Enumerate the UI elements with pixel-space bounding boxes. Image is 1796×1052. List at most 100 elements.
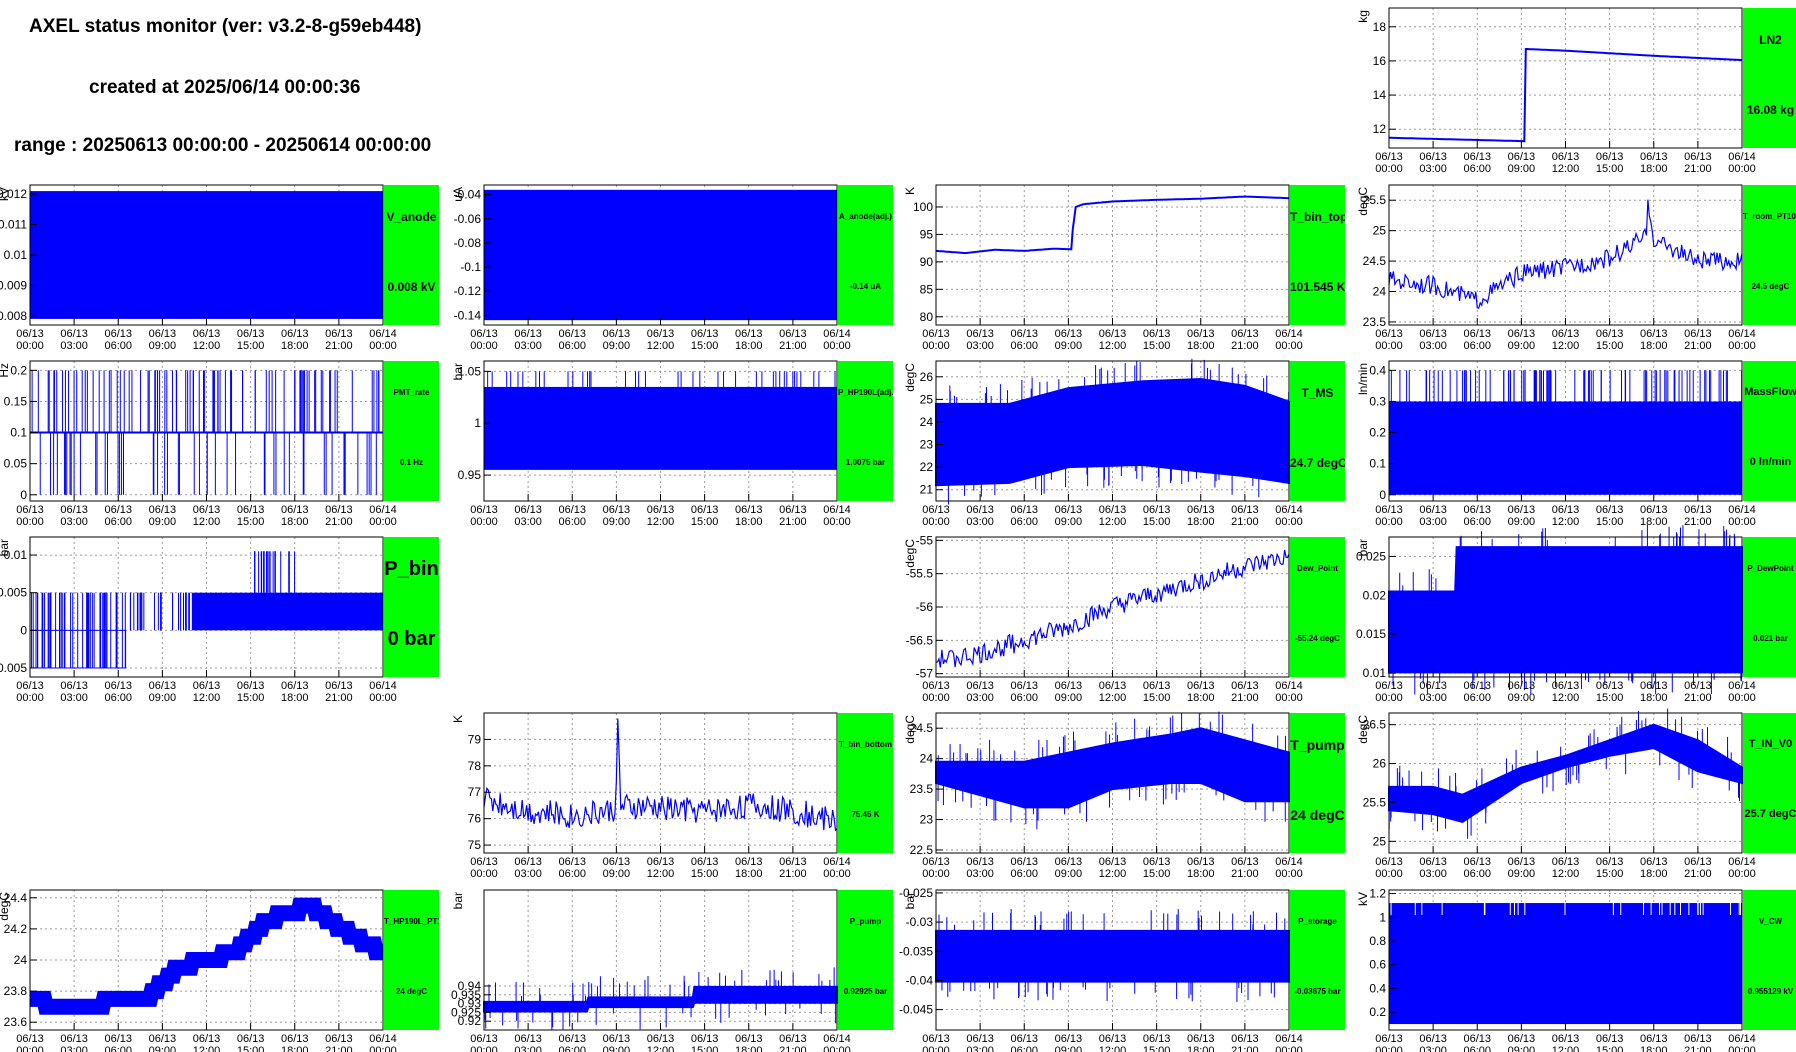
x-tick-date: 06/13 bbox=[1419, 328, 1447, 340]
x-tick-date: 06/14 bbox=[823, 504, 851, 516]
x-axis: 06/1300:0006/1303:0006/1306:0006/1309:00… bbox=[1375, 670, 1756, 704]
x-tick-time: 03:00 bbox=[1419, 516, 1447, 528]
x-tick-date: 06/13 bbox=[514, 328, 542, 340]
data-band bbox=[191, 592, 383, 631]
series-ln2 bbox=[1389, 48, 1743, 143]
x-tick-date: 06/13 bbox=[603, 504, 631, 516]
x-tick-time: 21:00 bbox=[1684, 340, 1712, 352]
y-tick-label: 25 bbox=[1373, 834, 1387, 848]
x-tick-time: 09:00 bbox=[149, 516, 177, 528]
series-t_hp190l_pt100 bbox=[30, 897, 384, 1015]
y-tick-label: 0.2 bbox=[1369, 1005, 1386, 1019]
x-tick-date: 06/13 bbox=[647, 1033, 675, 1045]
y-tick-label: 24 bbox=[920, 752, 934, 766]
x-tick-date: 06/13 bbox=[1010, 328, 1038, 340]
x-tick-time: 06:00 bbox=[1463, 516, 1491, 528]
y-axis-label: bar bbox=[451, 892, 465, 909]
x-tick-date: 06/13 bbox=[1552, 680, 1580, 692]
x-tick-time: 09:00 bbox=[149, 340, 177, 352]
indicator-value: 0 ln/min bbox=[1749, 456, 1792, 469]
x-tick-time: 00:00 bbox=[823, 516, 851, 528]
x-tick-time: 00:00 bbox=[823, 340, 851, 352]
y-tick-label: -0.1 bbox=[460, 260, 481, 274]
x-tick-date: 06/13 bbox=[1419, 504, 1447, 516]
x-tick-time: 15:00 bbox=[691, 1045, 719, 1052]
indicator-value: 0.021 bar bbox=[1753, 633, 1788, 643]
x-axis: 06/1300:0006/1303:0006/1306:0006/1309:00… bbox=[922, 670, 1303, 704]
x-tick-time: 06:00 bbox=[558, 868, 586, 880]
x-tick-date: 06/13 bbox=[104, 504, 132, 516]
indicator-name: T_room_PT100 bbox=[1743, 211, 1796, 221]
x-tick-date: 06/13 bbox=[966, 680, 994, 692]
x-axis: 06/1300:0006/1303:0006/1306:0006/1309:00… bbox=[1375, 318, 1756, 352]
series-v_anode bbox=[30, 191, 383, 319]
x-tick-time: 21:00 bbox=[1231, 516, 1259, 528]
indicator-name: T_bin_top bbox=[1290, 209, 1345, 224]
y-tick-label: 0.01 bbox=[1363, 666, 1387, 680]
x-tick-time: 09:00 bbox=[1055, 868, 1083, 880]
y-tick-label: 26 bbox=[1373, 757, 1387, 771]
y-tick-label: -0.03 bbox=[906, 915, 934, 929]
x-tick-date: 06/13 bbox=[1596, 856, 1624, 868]
x-tick-date: 06/13 bbox=[470, 856, 498, 868]
y-tick-label: 85 bbox=[920, 282, 934, 296]
x-axis: 06/1300:0006/1303:0006/1306:0006/1309:00… bbox=[1375, 1023, 1756, 1052]
x-tick-date: 06/13 bbox=[16, 680, 44, 692]
x-tick-date: 06/13 bbox=[1463, 1033, 1491, 1045]
grid-lines bbox=[936, 185, 1289, 325]
x-tick-time: 00:00 bbox=[1375, 516, 1403, 528]
x-tick-date: 06/13 bbox=[1143, 1033, 1171, 1045]
x-tick-date: 06/13 bbox=[237, 504, 265, 516]
y-tick-label: -0.12 bbox=[454, 284, 482, 298]
x-tick-date: 06/13 bbox=[1640, 504, 1668, 516]
x-tick-date: 06/13 bbox=[1508, 328, 1536, 340]
indicator-name: T_bin_bottom bbox=[839, 739, 892, 749]
x-tick-date: 06/13 bbox=[470, 328, 498, 340]
x-tick-time: 09:00 bbox=[1508, 692, 1536, 704]
x-tick-date: 06/13 bbox=[281, 680, 309, 692]
grid-lines bbox=[1389, 8, 1742, 148]
y-tick-label: 0.8 bbox=[1369, 934, 1386, 948]
x-tick-date: 06/13 bbox=[1508, 680, 1536, 692]
data-line bbox=[1388, 199, 1743, 309]
status-indicator-p-pump: P_pump 0.92925 bar bbox=[838, 890, 893, 1030]
x-tick-date: 06/13 bbox=[149, 504, 177, 516]
x-tick-time: 21:00 bbox=[1231, 340, 1259, 352]
y-axis-label: bar bbox=[0, 539, 11, 556]
y-tick-label: 79 bbox=[468, 732, 482, 746]
series-p_hp190l bbox=[484, 371, 837, 470]
y-tick-label: 0.05 bbox=[4, 457, 28, 471]
x-tick-date: 06/14 bbox=[369, 504, 397, 516]
x-tick-time: 06:00 bbox=[104, 340, 132, 352]
x-tick-time: 00:00 bbox=[1375, 692, 1403, 704]
y-tick-label: -0.08 bbox=[454, 236, 482, 250]
x-tick-time: 21:00 bbox=[779, 1045, 807, 1052]
x-tick-time: 09:00 bbox=[1055, 692, 1083, 704]
status-indicator-t-in-v0: T_IN_V0 25.7 degC bbox=[1743, 713, 1796, 853]
x-tick-time: 00:00 bbox=[1275, 868, 1303, 880]
data-line bbox=[1389, 48, 1743, 143]
y-tick-label: 78 bbox=[468, 759, 482, 773]
y-tick-label: 22 bbox=[920, 460, 934, 474]
x-tick-time: 18:00 bbox=[1640, 340, 1668, 352]
x-tick-date: 06/13 bbox=[193, 1033, 221, 1045]
x-tick-date: 06/13 bbox=[60, 504, 88, 516]
x-tick-time: 21:00 bbox=[779, 868, 807, 880]
data-band bbox=[484, 189, 837, 321]
x-tick-time: 00:00 bbox=[470, 1045, 498, 1052]
x-tick-time: 15:00 bbox=[1596, 340, 1624, 352]
y-tick-label: -57 bbox=[916, 667, 934, 681]
x-tick-time: 12:00 bbox=[1099, 868, 1127, 880]
x-tick-time: 03:00 bbox=[966, 516, 994, 528]
x-tick-time: 06:00 bbox=[104, 1045, 132, 1052]
y-tick-label: 0.01 bbox=[4, 548, 28, 562]
y-tick-label: 23 bbox=[920, 813, 934, 827]
x-tick-date: 06/13 bbox=[1055, 856, 1083, 868]
x-tick-time: 12:00 bbox=[193, 1045, 221, 1052]
x-axis: 06/1300:0006/1303:0006/1306:0006/1309:00… bbox=[1375, 846, 1756, 880]
y-tick-label: 24 bbox=[14, 953, 28, 967]
